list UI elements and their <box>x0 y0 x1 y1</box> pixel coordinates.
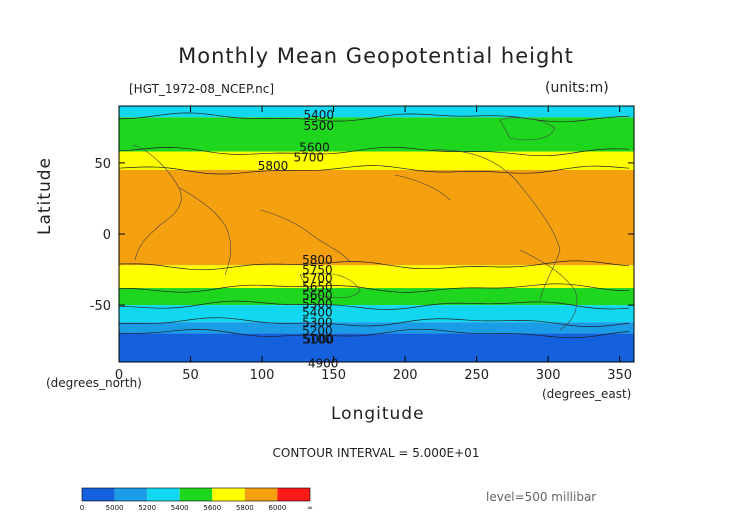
x-tick-label-5: 250 <box>464 368 489 383</box>
contour-label-0: 5400 <box>304 108 335 122</box>
contour-label-8: 5650 <box>302 280 333 294</box>
x-tick-label-2: 100 <box>250 368 275 383</box>
contour-label-3: 5700 <box>294 150 325 164</box>
x-tick-label-4: 200 <box>393 368 418 383</box>
colorbar-label-2: 5200 <box>138 504 156 512</box>
contour-line-4 <box>118 283 630 293</box>
contour-label-11: 5400 <box>302 305 333 319</box>
contour-label-13: 5200 <box>302 324 333 338</box>
contour-line-7 <box>118 328 630 339</box>
colorbar: 0 5000 5200 5400 5600 5800 6000 ∞ <box>80 487 313 512</box>
y-tick-label-2: 50 <box>94 157 111 172</box>
level-label: level=500 millibar <box>486 490 597 504</box>
colorbar-swatch-5 <box>244 488 278 501</box>
band-0 <box>119 106 634 118</box>
y-tick-label-1: 0 <box>103 228 111 243</box>
contour-line-2 <box>118 165 630 175</box>
contour-label-12: 5300 <box>302 315 333 329</box>
contour-label-6: 5750 <box>302 263 333 277</box>
contour-line-6 <box>118 317 630 327</box>
contour-label-7: 5700 <box>302 271 333 285</box>
contour-labels: 5400550056005700580058005750570056505600… <box>258 108 339 371</box>
contour-label-2: 5600 <box>299 141 330 155</box>
colorbar-label-4: 5600 <box>203 504 221 512</box>
x-tick-label-6: 300 <box>536 368 561 383</box>
x-tick-label-7: 350 <box>607 368 632 383</box>
band-5 <box>119 288 634 306</box>
x-axis-title: Longitude <box>331 404 425 424</box>
colorbar-label-3: 5400 <box>171 504 189 512</box>
colorbar-swatch-6 <box>277 488 310 501</box>
colorbar-frame <box>81 487 311 502</box>
colorbar-label-7: ∞ <box>307 504 313 512</box>
y-axis-units: (degrees_north) <box>46 376 142 390</box>
contour-label-14: 5100 <box>302 333 333 347</box>
contour-label-1: 5500 <box>304 119 335 133</box>
x-tick-label-1: 50 <box>182 368 199 383</box>
color-bands <box>119 106 634 362</box>
chart-title: Monthly Mean Geopotential height <box>178 44 574 68</box>
band-6 <box>119 305 634 323</box>
colorbar-label-5: 5800 <box>236 504 254 512</box>
contour-line-5 <box>118 300 630 310</box>
axis-tick-labels: 0 50 100 150 200 250 300 350 -50 0 50 <box>90 157 632 383</box>
x-axis-units: (degrees_east) <box>542 387 632 401</box>
colorbar-swatch-0 <box>82 488 115 501</box>
contour-label-10: 5500 <box>302 297 333 311</box>
x-tick-label-0: 0 <box>115 368 123 383</box>
contour-line-3 <box>118 260 630 271</box>
units-label: (units:m) <box>545 80 609 96</box>
band-3 <box>119 170 634 266</box>
contour-interval-label: CONTOUR INTERVAL = 5.000E+01 <box>272 446 480 460</box>
band-7 <box>119 322 634 334</box>
x-tick-label-3: 150 <box>321 368 346 383</box>
colorbar-swatch-2 <box>147 488 180 501</box>
band-2 <box>119 151 634 170</box>
colorbar-label-1: 5000 <box>106 504 124 512</box>
axis-ticks <box>118 106 634 362</box>
colorbar-label-6: 6000 <box>269 504 287 512</box>
band-8 <box>119 333 634 362</box>
contour-line-0 <box>118 112 630 123</box>
file-label: [HGT_1972-08_NCEP.nc] <box>129 82 275 96</box>
colorbar-swatch-3 <box>179 488 213 501</box>
contour-label-4: 5800 <box>258 159 289 173</box>
contour-label-16: 4900 <box>308 357 339 371</box>
contour-lines <box>118 112 630 339</box>
contour-label-15: 5000 <box>304 333 335 347</box>
band-1 <box>119 117 634 152</box>
coastlines <box>132 117 578 331</box>
y-tick-label-0: -50 <box>90 299 111 314</box>
contour-label-9: 5600 <box>302 288 333 302</box>
colorbar-label-0: 0 <box>80 504 84 512</box>
band-4 <box>119 265 634 289</box>
colorbar-swatch-4 <box>212 488 245 501</box>
colorbar-swatch-1 <box>114 488 148 501</box>
contour-line-1 <box>118 146 630 157</box>
contour-label-5: 5800 <box>302 253 333 267</box>
